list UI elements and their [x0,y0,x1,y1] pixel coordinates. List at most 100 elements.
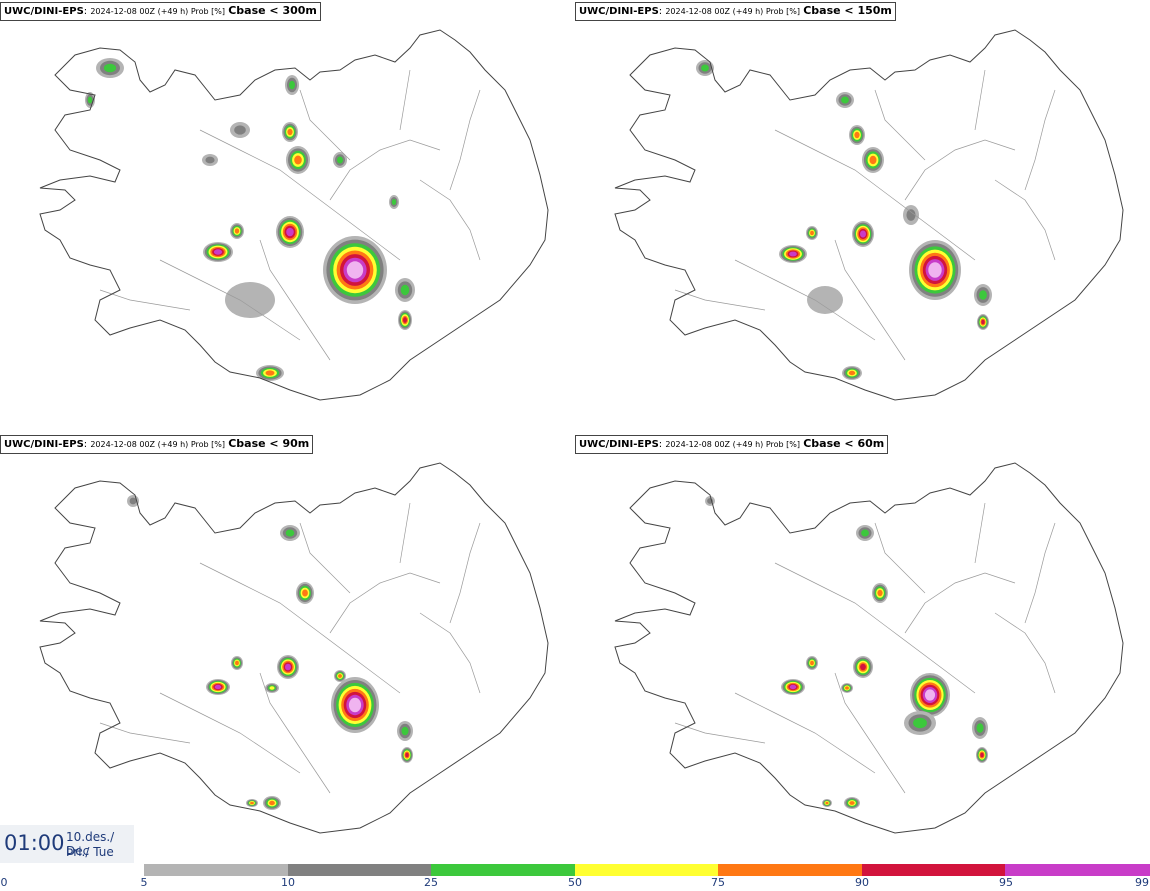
probability-area-orange [234,228,240,234]
iceland-map [614,29,1124,401]
inner-boundary-line [974,69,986,131]
inner-boundary-line [419,179,481,261]
probability-area-orange [849,801,855,805]
probability-area-magenta [286,227,294,237]
inner-boundary-line [299,89,351,161]
legend-tick: 75 [711,876,725,889]
probability-area-pink [348,697,362,713]
probability-area-green [913,717,927,729]
probability-area-orange [810,660,814,666]
inner-boundary-line [834,672,906,794]
probability-area-pink [928,262,942,278]
probability-area-green [979,290,987,300]
valid-date-line: 10.des./ Dec [66,830,115,858]
inner-boundary-line [874,522,926,594]
inner-boundary-line [99,722,191,744]
map-panel-cbase-60m: UWC/DINI-EPS: 2024-12-08 00Z (+49 h) Pro… [575,433,1150,863]
inner-boundary-line [994,612,1056,694]
legend-segment-95-99 [1005,864,1150,876]
inner-boundary-line [904,572,1016,634]
probability-area-red [403,317,407,323]
probability-area-orange [848,370,856,376]
land-fill [615,463,1123,833]
inner-boundary-line [904,139,1016,201]
inner-boundary-line [159,692,301,774]
probability-area-orange [302,589,308,597]
probability-area-orange [845,686,849,690]
probability-area-green [87,96,93,104]
probability-area-green [861,529,869,537]
probability-area-green [976,723,984,733]
inner-boundary-line [399,502,411,564]
probability-area-orange [250,801,254,805]
probability-area-orange [854,131,860,139]
inner-boundary-line [419,612,481,694]
coastline [39,29,549,401]
probability-area-orange [265,370,275,376]
probability-area-yellow [269,686,275,690]
legend-segment-50-75 [575,864,718,876]
land-fill [40,30,548,400]
coastline [614,462,1124,834]
probability-area-orange [235,660,239,666]
legend-segment-5-10 [144,864,288,876]
probability-area-orange [338,674,342,678]
iceland-map [39,29,549,401]
valid-time-clock: 01:00 [4,831,65,855]
inner-boundary-line [1024,522,1056,624]
panel-title: UWC/DINI-EPS: 2024-12-08 00Z (+49 h) Pro… [575,435,889,454]
probability-area-pink [346,261,364,279]
probability-area-dark_gray [129,497,137,505]
panel-title: UWC/DINI-EPS: 2024-12-08 00Z (+49 h) Pro… [0,2,321,21]
inner-boundary-line [159,259,301,341]
inner-boundary-line [299,522,351,594]
coastline [39,462,549,834]
legend-tick: 90 [855,876,869,889]
probability-area-dark_gray [205,156,215,164]
panel-title: UWC/DINI-EPS: 2024-12-08 00Z (+49 h) Pro… [575,2,896,21]
legend-tick: 50 [568,876,582,889]
inner-boundary-line [1024,89,1056,191]
inner-boundary-line [259,239,331,361]
probability-area-green [285,529,295,537]
probability-area-light_gray [807,286,843,314]
probability-area-orange [287,128,293,136]
inner-boundary-line [674,722,766,744]
probability-area-green [701,64,709,72]
probability-area-orange [810,230,814,236]
iceland-map [39,462,549,834]
land-fill [615,30,1123,400]
probability-area-orange [869,155,877,165]
legend-tick: 5 [140,876,148,889]
probability-area-green [841,96,849,104]
probability-area-dark_gray [906,209,916,221]
probability-area-magenta [860,230,866,238]
legend-segment-75-90 [718,864,862,876]
legend-tick: 10 [281,876,295,889]
land-fill [40,463,548,833]
panel-title: UWC/DINI-EPS: 2024-12-08 00Z (+49 h) Pro… [0,435,314,454]
probability-area-magenta [285,663,291,671]
probability-area-light_gray [225,282,275,318]
inner-boundary-line [974,502,986,564]
valid-day-line: Þri./ Tue [66,845,114,859]
map-panel-cbase-150m: UWC/DINI-EPS: 2024-12-08 00Z (+49 h) Pro… [575,0,1150,430]
probability-area-magenta [214,684,222,690]
inner-boundary-line [674,289,766,311]
inner-boundary-line [874,89,926,161]
probability-area-orange [294,155,302,165]
probability-area-green [289,80,295,90]
probability-area-orange [825,801,829,805]
coastline [614,29,1124,401]
probability-area-orange [877,589,883,597]
probability-area-red [860,663,866,671]
probability-area-magenta [789,251,797,257]
legend-tick: 25 [424,876,438,889]
probability-area-red [980,752,984,758]
inner-boundary-line [329,139,441,201]
probability-area-magenta [213,249,223,255]
probability-area-green [401,726,409,736]
inner-boundary-line [99,289,191,311]
inner-boundary-line [199,562,401,694]
inner-boundary-line [449,89,481,191]
